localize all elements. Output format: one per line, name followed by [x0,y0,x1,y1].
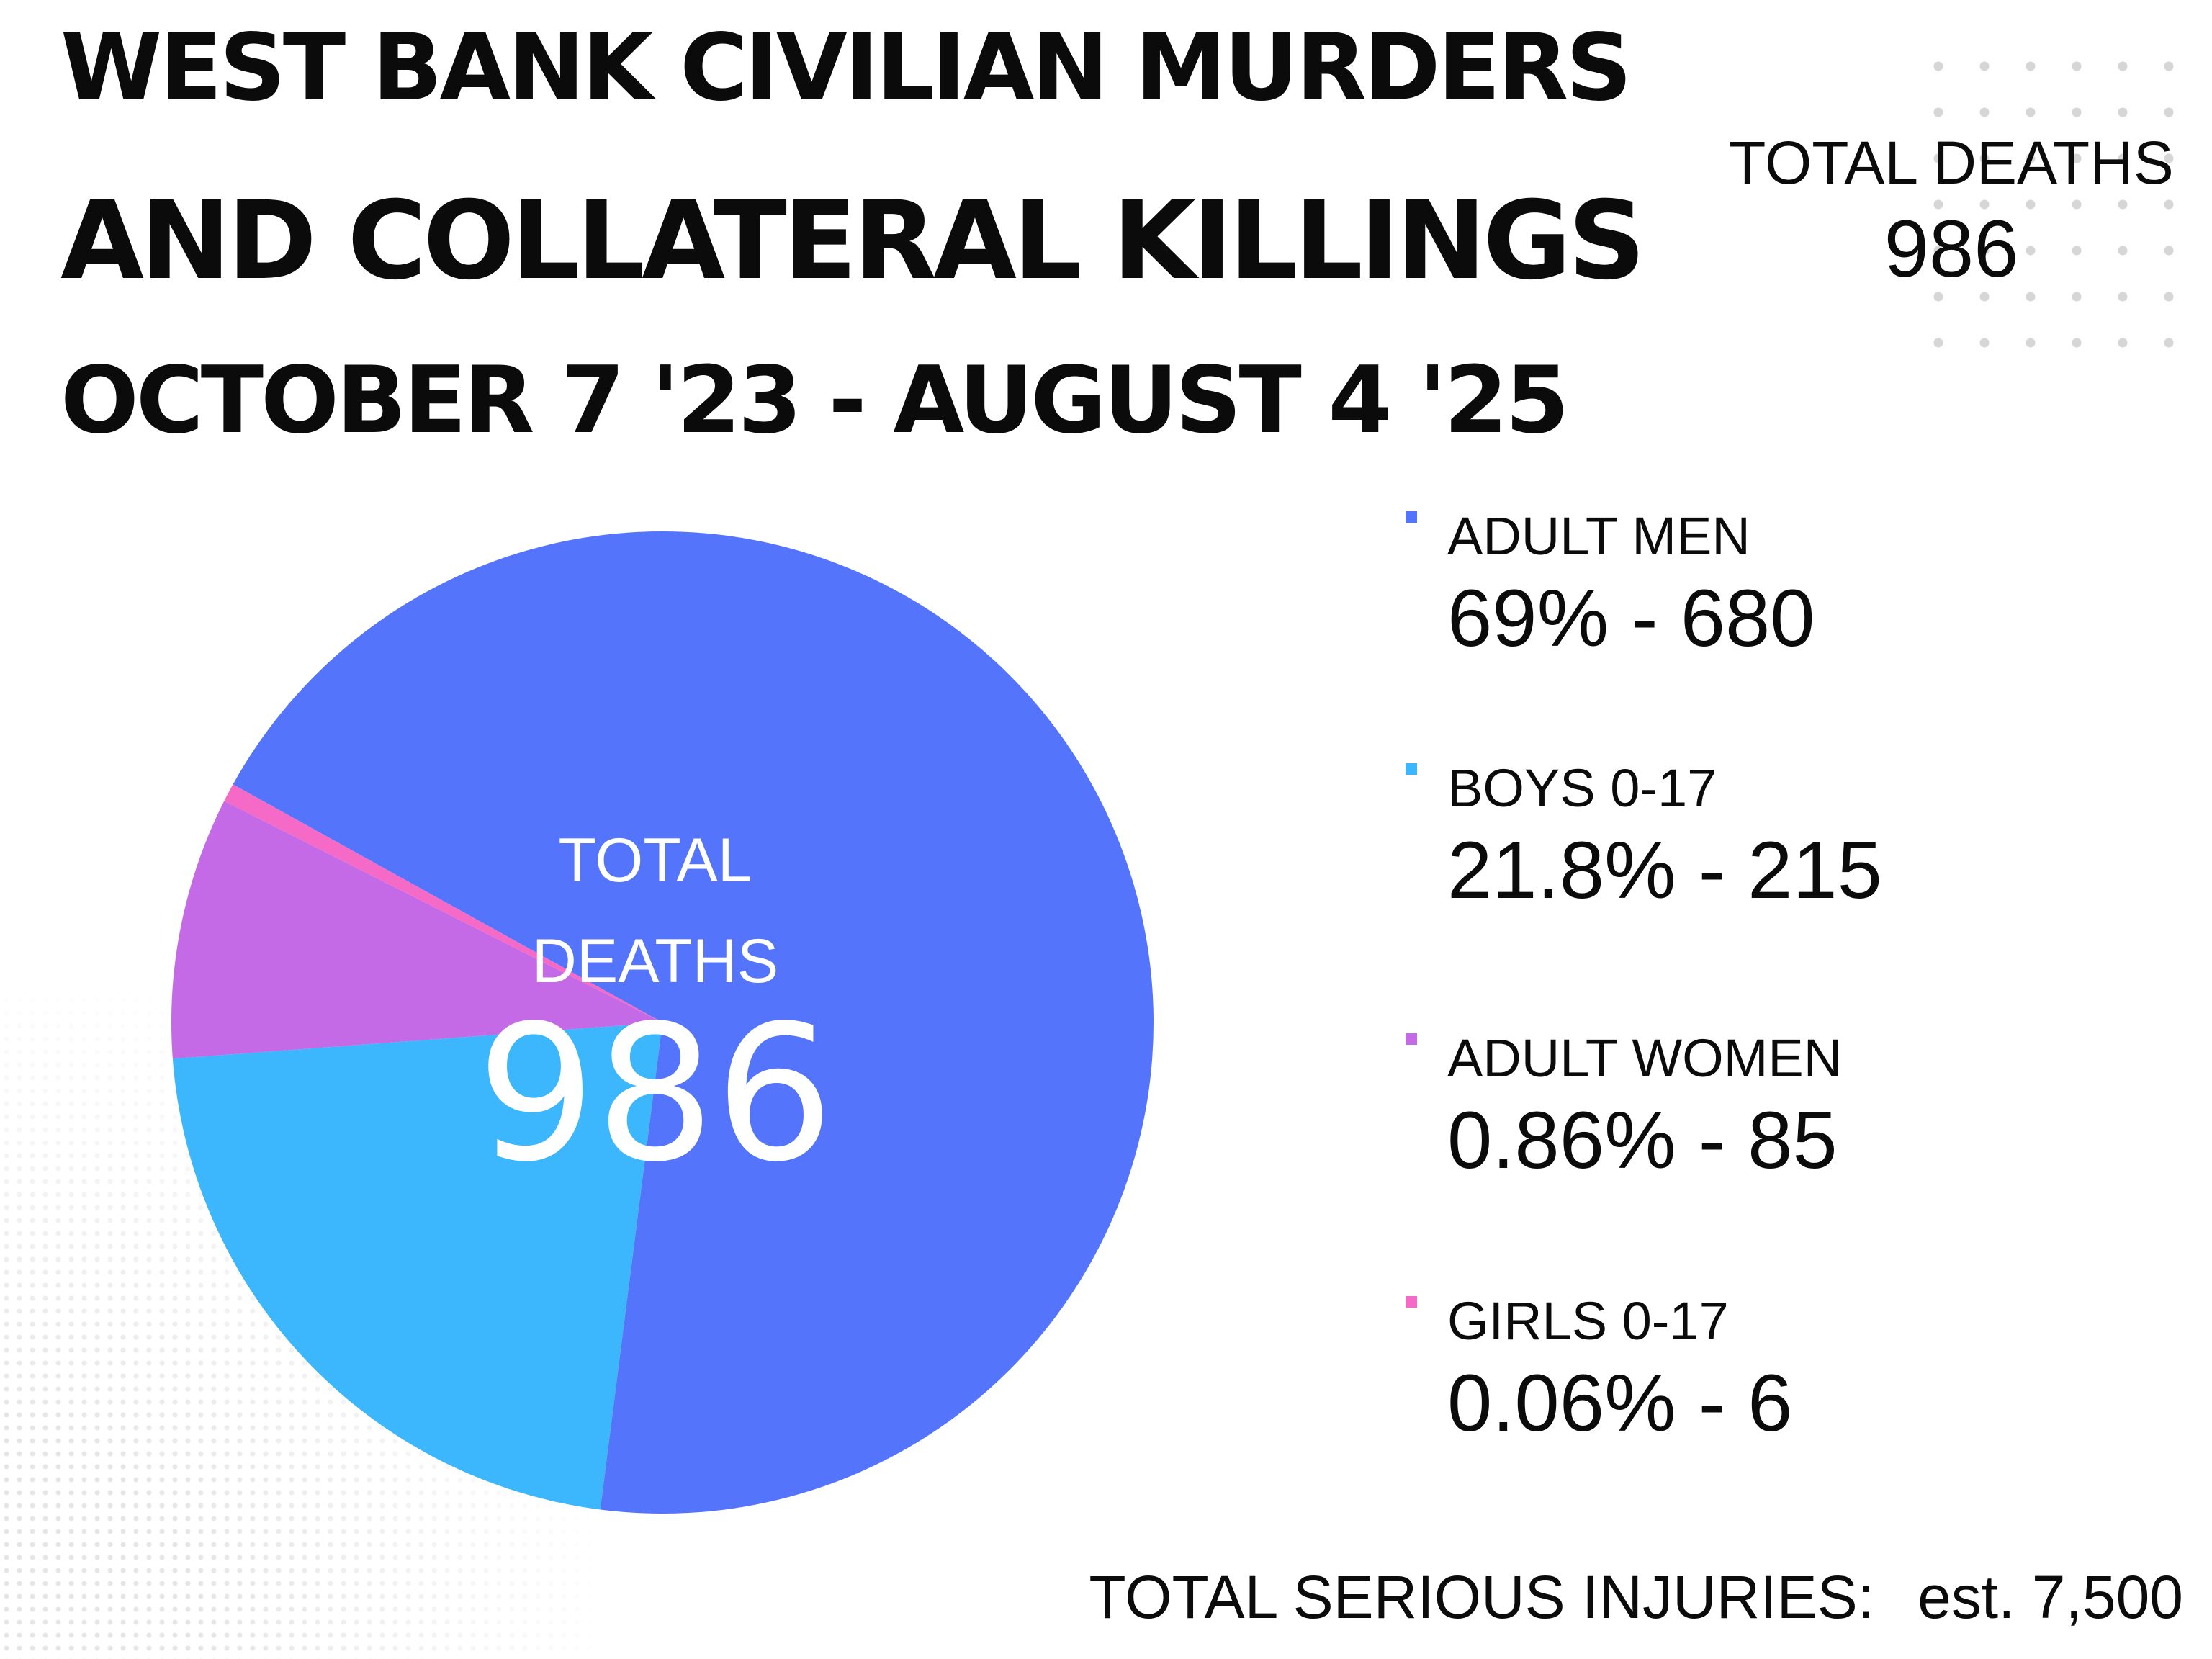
legend-label: BOYS 0-17 [1447,758,1717,818]
legend-swatch-adult-men [1406,511,1417,523]
pie-center-label-1: TOTAL [558,826,752,895]
legend-label: ADULT MEN [1447,506,1750,566]
total-deaths-value: 986 [1884,204,2019,294]
legend-stat: 69% - 680 [1447,573,1815,663]
pie-slices [171,531,1154,1514]
total-deaths-box: TOTAL DEATHS 986 [1721,130,2182,292]
legend-swatch-girls [1406,1296,1417,1308]
pie-center-label-2: DEATHS [531,927,779,996]
legend-stat: 0.86% - 85 [1447,1095,1838,1185]
decorative-dot-grid [1915,43,2189,360]
legend-item-girls: GIRLS 0-17 0.06% - 6 [1406,1289,1793,1449]
pie-slice-adult-men [233,531,1154,1514]
pie-center-value: 986 [476,986,835,1203]
legend-item-boys: BOYS 0-17 21.8% - 215 [1406,756,1882,916]
legend-swatch-boys [1406,763,1417,775]
total-deaths-label: TOTAL DEATHS [1729,129,2174,197]
legend-stat: 0.06% - 6 [1447,1358,1793,1448]
legend-label: GIRLS 0-17 [1447,1291,1729,1351]
serious-injuries-footer: TOTAL SERIOUS INJURIES: est. 7,500 [1089,1563,2183,1632]
title-line-2: AND COLLATERAL KILLINGS [60,179,1645,304]
title-date-range: OCTOBER 7 '23 - AUGUST 4 '25 [60,347,1569,454]
legend-item-adult-men: ADULT MEN 69% - 680 [1406,504,1815,664]
pie-slice-adult-women [171,801,662,1059]
injuries-label: TOTAL SERIOUS INJURIES: [1089,1563,1875,1631]
title-line-1: WEST BANK CIVILIAN MURDERS [60,14,1632,122]
pie-slice-girls [224,784,663,1022]
legend-stat: 21.8% - 215 [1447,825,1882,915]
legend-item-adult-women: ADULT WOMEN 0.86% - 85 [1406,1026,1843,1186]
pie-slice-boys [172,1022,662,1510]
legend-label: ADULT WOMEN [1447,1028,1843,1088]
injuries-value: est. 7,500 [1917,1563,2183,1631]
legend-swatch-adult-women [1406,1033,1417,1045]
